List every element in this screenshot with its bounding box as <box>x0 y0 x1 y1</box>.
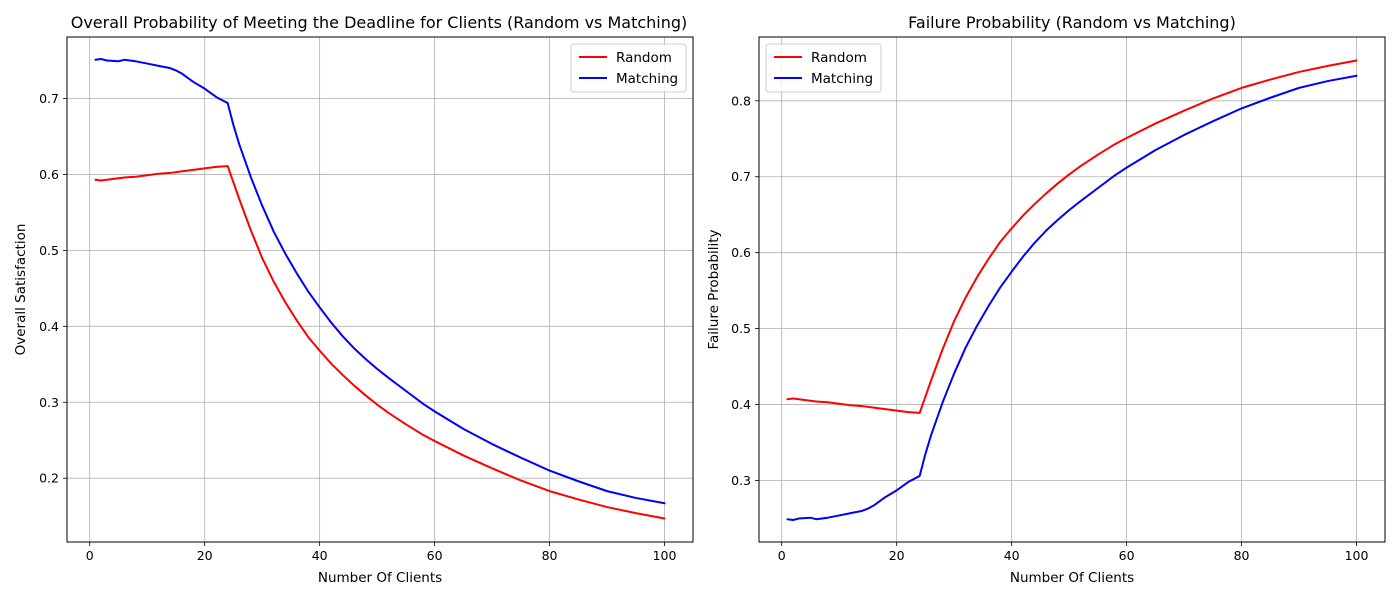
x-tick-label: 0 <box>86 548 94 563</box>
y-tick-label: 0.8 <box>731 93 751 108</box>
ticks: 0 20 40 60 80 100 0.2 0.3 0.4 0.5 0.6 0.7 <box>39 91 676 563</box>
x-tick-label: 100 <box>653 548 677 563</box>
x-tick-label: 20 <box>197 548 213 563</box>
y-tick-label: 0.7 <box>731 169 751 184</box>
x-tick-label: 60 <box>427 548 443 563</box>
y-tick-label: 0.3 <box>731 473 751 488</box>
grid <box>67 37 693 542</box>
y-tick-label: 0.2 <box>39 471 59 486</box>
series-line-matching <box>786 74 1358 521</box>
x-tick-label: 40 <box>1004 548 1020 563</box>
plot-frame <box>758 36 1386 543</box>
legend: Random Matching <box>765 43 882 93</box>
legend: Random Matching <box>570 43 687 93</box>
legend-label-matching: Matching <box>616 71 678 87</box>
grid <box>759 37 1385 542</box>
y-tick-label: 0.4 <box>39 319 59 334</box>
x-tick-label: 60 <box>1119 548 1135 563</box>
y-axis-label: Failure Probability <box>706 229 722 349</box>
chart-overall-satisfaction: Overall Probability of Meeting the Deadl… <box>13 13 694 586</box>
y-tick-label: 0.5 <box>731 321 751 336</box>
x-tick-label: 40 <box>312 548 328 563</box>
x-tick-label: 0 <box>778 548 786 563</box>
legend-label-matching: Matching <box>811 71 873 87</box>
series-line-matching <box>94 58 666 505</box>
chart-title: Overall Probability of Meeting the Deadl… <box>71 13 688 32</box>
chart-failure-probability: Failure Probability (Random vs Matching)… <box>706 13 1386 586</box>
plot-frame <box>66 36 694 543</box>
legend-label-random: Random <box>811 50 867 66</box>
y-axis-label: Overall Satisfaction <box>13 224 29 356</box>
series-line-random <box>94 165 666 520</box>
y-tick-label: 0.6 <box>731 245 751 260</box>
x-tick-label: 20 <box>889 548 905 563</box>
x-axis-label: Number Of Clients <box>318 570 442 586</box>
plot-lines <box>94 58 666 520</box>
y-tick-label: 0.4 <box>731 397 751 412</box>
y-tick-label: 0.7 <box>39 91 59 106</box>
x-tick-label: 80 <box>1234 548 1250 563</box>
chart-title: Failure Probability (Random vs Matching) <box>908 13 1236 32</box>
ticks: 0 20 40 60 80 100 0.3 0.4 0.5 0.6 0.7 0.8 <box>731 93 1368 563</box>
y-tick-label: 0.5 <box>39 243 59 258</box>
series-line-random <box>786 59 1358 414</box>
x-tick-label: 100 <box>1345 548 1369 563</box>
x-tick-label: 80 <box>542 548 558 563</box>
legend-label-random: Random <box>616 50 672 66</box>
y-tick-label: 0.3 <box>39 395 59 410</box>
x-axis-label: Number Of Clients <box>1010 570 1134 586</box>
y-tick-label: 0.6 <box>39 167 59 182</box>
plot-lines <box>786 59 1358 521</box>
